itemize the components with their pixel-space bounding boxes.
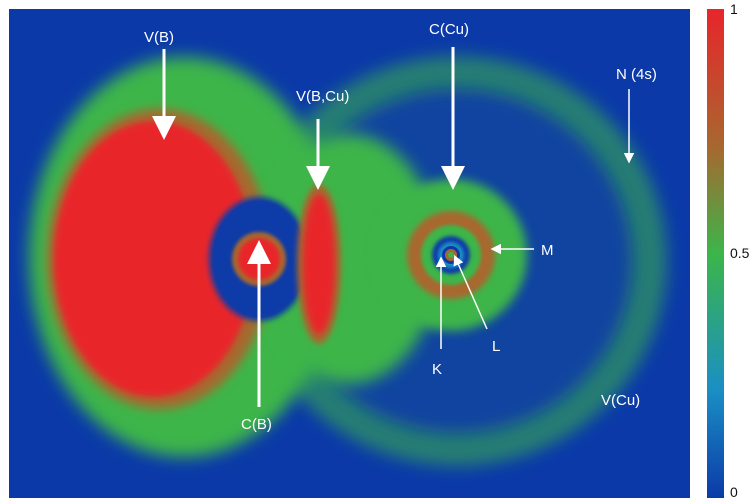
label-l: L (492, 338, 500, 355)
label-ccu: C(Cu) (429, 21, 469, 38)
label-vbcu: V(B,Cu) (296, 88, 349, 105)
label-m: M (541, 242, 554, 259)
elf-field-map: V(B) V(B,Cu) C(Cu) N (4s) M L K C(B) V(C… (9, 9, 690, 498)
label-vb: V(B) (144, 29, 174, 46)
colorbar-tick-mid: 0.5 (730, 245, 750, 261)
colorbar (707, 9, 724, 498)
arrow-l (453, 254, 488, 330)
label-k: K (432, 361, 442, 378)
colorbar-tick-bottom: 0 (730, 484, 738, 500)
colorbar-tick-top: 1 (730, 1, 738, 17)
label-cb: C(B) (241, 416, 272, 433)
ccu-shells (375, 179, 527, 331)
label-vcu: V(Cu) (601, 392, 640, 409)
vbcu-basin (297, 184, 341, 344)
label-n4s: N (4s) (616, 66, 657, 83)
